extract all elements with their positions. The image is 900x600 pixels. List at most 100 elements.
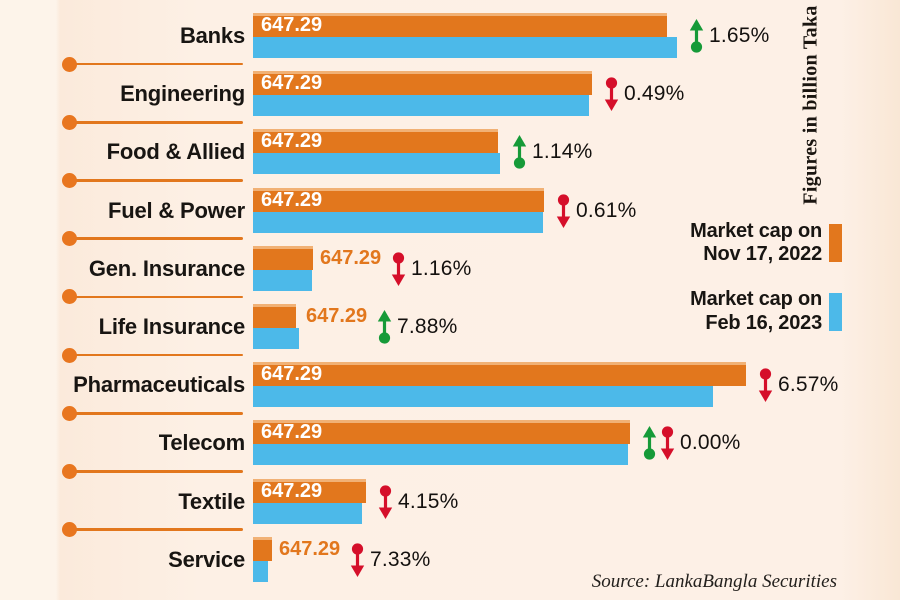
- sector-label: Pharmaceuticals: [73, 371, 245, 397]
- separator-dot: [62, 405, 77, 421]
- up-arrow-icon: [689, 18, 704, 53]
- change-indicator: 0.00%: [642, 425, 741, 460]
- value-label: 647.29: [261, 421, 323, 443]
- value-label: 647.29: [261, 189, 323, 211]
- down-arrow-icon: [378, 484, 393, 519]
- separator-dot: [62, 347, 77, 363]
- bar-feb-2023: [253, 503, 362, 524]
- legend-swatch-feb-2023: [829, 292, 842, 331]
- down-arrow-icon: [604, 76, 619, 111]
- bar-nov-2022: [253, 129, 498, 153]
- change-indicator: 6.57%: [758, 367, 839, 402]
- down-arrow-icon: [556, 193, 571, 228]
- legend-item-nov-2022: Market cap on Nov 17, 2022: [618, 220, 842, 266]
- change-indicator: 1.16%: [391, 251, 472, 286]
- bar-nov-2022: [253, 188, 544, 212]
- change-label: 7.33%: [370, 547, 431, 571]
- bar-feb-2023: [253, 386, 713, 407]
- change-label: 0.61%: [576, 198, 637, 222]
- change-indicator: 0.61%: [556, 193, 637, 228]
- down-arrow-icon: [350, 542, 365, 577]
- value-label: 647.29: [261, 363, 323, 385]
- separator-line: [70, 353, 243, 357]
- separator-dot: [62, 56, 77, 72]
- up-arrow-icon: [642, 425, 657, 460]
- sector-label: Telecom: [158, 429, 245, 455]
- legend-label: Market cap on Nov 17, 2022: [690, 220, 822, 266]
- legend-label-line2: Feb 16, 2023: [705, 311, 822, 334]
- change-label: 6.57%: [778, 372, 839, 396]
- value-label: 647.29: [261, 480, 323, 502]
- sector-label: Service: [168, 546, 245, 572]
- up-arrow-icon: [377, 309, 392, 344]
- down-arrow-icon: [758, 367, 773, 402]
- bar-feb-2023: [253, 212, 543, 233]
- legend-label: Market cap on Feb 16, 2023: [690, 288, 822, 334]
- bar-feb-2023: [253, 328, 299, 349]
- axis-note: Figures in billion Taka: [799, 5, 822, 205]
- sector-label: Food & Allied: [106, 138, 246, 164]
- separator-dot: [62, 289, 77, 305]
- separator-line: [70, 62, 243, 66]
- separator-line: [70, 121, 243, 124]
- separator-line: [70, 295, 243, 299]
- bar-feb-2023: [253, 444, 628, 465]
- sector-label: Gen. Insurance: [88, 255, 245, 281]
- legend-label-line1: Market cap on: [690, 220, 822, 242]
- source-credit: Source: LankaBangla Securities: [591, 571, 837, 592]
- separator-line: [70, 237, 243, 240]
- bar-feb-2023: [253, 561, 268, 582]
- sector-label: Fuel & Power: [108, 197, 245, 223]
- sector-label: Banks: [179, 22, 245, 48]
- bar-nov-2022: [253, 304, 296, 328]
- change-indicator: 0.49%: [604, 76, 685, 111]
- change-label: 1.65%: [709, 23, 770, 47]
- bar-nov-2022: [253, 479, 366, 503]
- change-indicator: 7.33%: [350, 542, 431, 577]
- bar-nov-2022: [253, 420, 630, 444]
- legend-label-line1: Market cap on: [690, 288, 822, 311]
- legend-item-feb-2023: Market cap on Feb 16, 2023: [618, 288, 842, 334]
- change-label: 0.49%: [624, 81, 685, 105]
- bar-feb-2023: [253, 95, 589, 116]
- value-label: 647.29: [261, 130, 323, 152]
- separator-dot: [62, 114, 77, 130]
- change-label: 1.14%: [532, 139, 593, 163]
- separator-dot: [62, 231, 77, 247]
- value-label: 647.29: [261, 14, 323, 36]
- separator-line: [70, 470, 243, 473]
- legend-label-line2: Nov 17, 2022: [703, 243, 822, 266]
- separator-dot: [62, 463, 77, 479]
- bar-nov-2022: [253, 13, 667, 37]
- separator-dot: [62, 172, 77, 188]
- value-label: 647.29: [320, 247, 382, 269]
- bar-feb-2023: [253, 270, 312, 291]
- separator-line: [70, 412, 243, 415]
- bar-feb-2023: [253, 37, 677, 58]
- down-arrow-icon: [391, 251, 406, 286]
- down-arrow-icon: [660, 425, 675, 460]
- bar-nov-2022: [253, 71, 592, 95]
- value-label: 647.29: [306, 305, 368, 327]
- change-label: 7.88%: [397, 314, 458, 338]
- sector-label: Textile: [178, 488, 245, 514]
- bar-nov-2022: [253, 246, 313, 270]
- up-arrow-icon: [512, 134, 527, 169]
- value-label: 647.29: [261, 72, 323, 94]
- bar-nov-2022: [253, 362, 746, 386]
- separator-line: [70, 528, 243, 531]
- change-indicator: 4.15%: [378, 484, 459, 519]
- bar-feb-2023: [253, 153, 500, 174]
- legend-swatch-nov-2022: [829, 224, 842, 263]
- change-indicator: 1.14%: [512, 134, 593, 169]
- separator-dot: [62, 522, 77, 538]
- change-label: 4.15%: [398, 489, 459, 513]
- value-label: 647.29: [279, 538, 341, 560]
- legend: Market cap on Nov 17, 2022 Market cap on…: [618, 220, 842, 335]
- change-indicator: 1.65%: [689, 18, 770, 53]
- change-indicator: 7.88%: [377, 309, 458, 344]
- sector-label: Life Insurance: [98, 313, 246, 339]
- sector-label: Engineering: [120, 80, 245, 106]
- change-label: 0.00%: [680, 430, 741, 454]
